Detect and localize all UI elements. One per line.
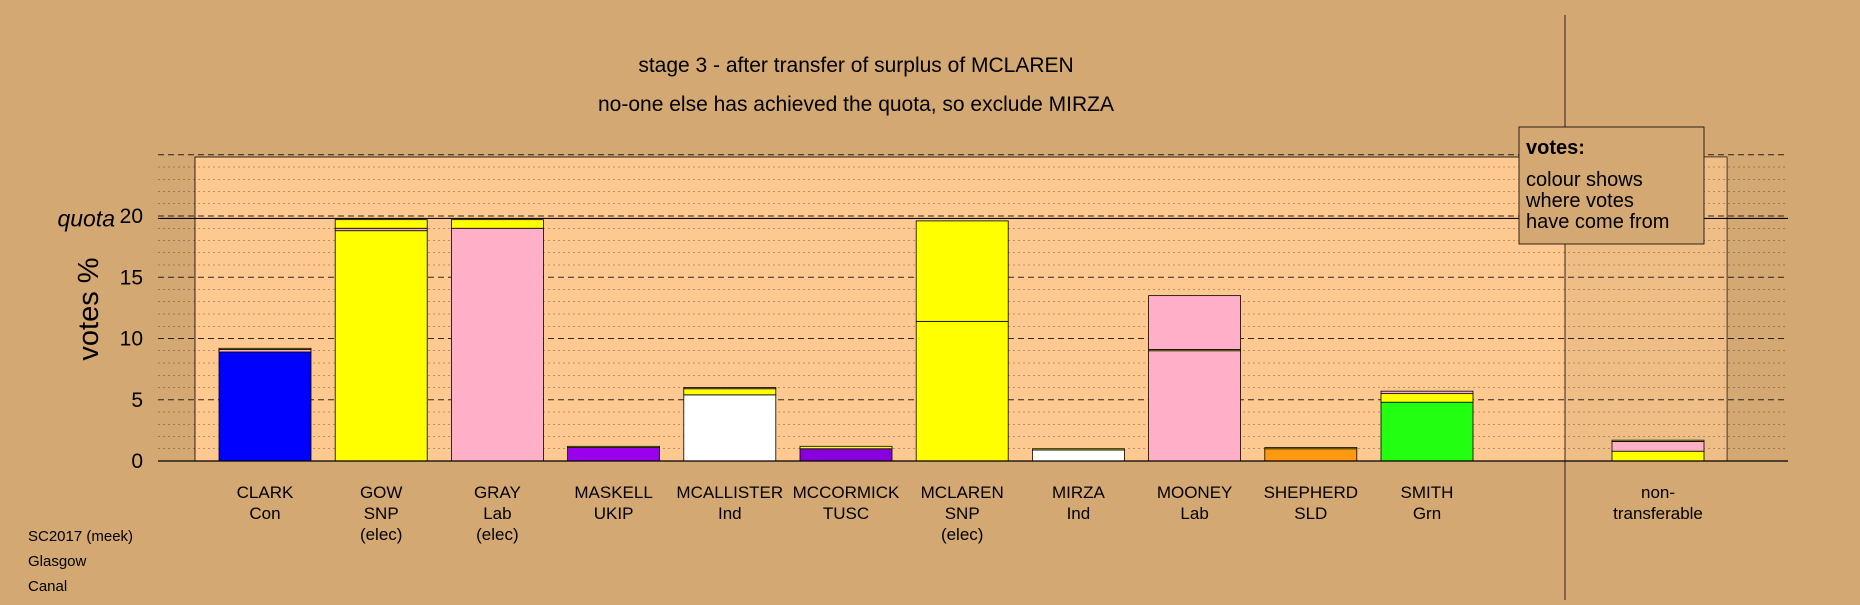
bar-mclaren-label-line-3: (elec) xyxy=(941,525,984,544)
bar-shepherd-label-line-2: SLD xyxy=(1294,504,1327,523)
bar-mccormick-segment-snp xyxy=(799,445,893,450)
bar-maskell-segment-ukip xyxy=(567,447,660,462)
legend: votes: colour shows where votes have com… xyxy=(1518,126,1705,245)
legend-title: votes: xyxy=(1526,137,1585,159)
bar-shepherd-segment-snp xyxy=(1264,447,1358,450)
bar-shepherd-label-line-1: SHEPHERD xyxy=(1264,483,1358,502)
legend-line-3: have come from xyxy=(1526,211,1669,233)
bar-clark-segment-snp xyxy=(218,347,312,350)
bar-nontransferable-label-line-1: non- xyxy=(1641,483,1675,502)
bar-mccormick-label-line-1: MCCORMICK xyxy=(793,483,900,502)
bar-mooney-segment-lab xyxy=(1148,350,1241,462)
bar-mirza-segment-snp xyxy=(1032,448,1125,451)
bar-smith-segment-grn xyxy=(1380,401,1474,462)
footer-city: Glasgow xyxy=(28,553,87,570)
bar-gow-label-line-2: SNP xyxy=(364,504,399,523)
footer-election: SC2017 (meek) xyxy=(28,528,133,545)
bar-clark-label-line-1: CLARK xyxy=(237,483,294,502)
quota-label: quota xyxy=(57,205,115,231)
bar-mooney-label-line-1: MOONEY xyxy=(1157,483,1233,502)
bar-mirza-segment-ind xyxy=(1032,449,1125,462)
bar-mclaren-label-line-2: SNP xyxy=(945,504,980,523)
bar-nontransferable-segment-lab xyxy=(1611,440,1705,452)
y-tick-label: 10 xyxy=(120,328,143,351)
bar-shepherd-segment-sld xyxy=(1264,448,1358,462)
bar-gray-segment-snp xyxy=(450,219,544,229)
bar-mcallister-label-line-2: Ind xyxy=(718,504,742,523)
bar-mcallister-segment-lab xyxy=(683,387,777,390)
chart-title: stage 3 - after transfer of surplus of M… xyxy=(638,54,1073,77)
bar-mooney-label-line-2: Lab xyxy=(1180,504,1208,523)
bar-smith-segment-lab xyxy=(1380,390,1474,395)
bar-gow-segment-snp xyxy=(334,230,428,462)
legend-box xyxy=(1518,126,1705,245)
bar-maskell-label-line-2: UKIP xyxy=(594,504,634,523)
bar-mirza-label-line-2: Ind xyxy=(1067,504,1091,523)
bar-gray-label-line-2: Lab xyxy=(483,504,511,523)
bar-nontransferable-label-line-2: transferable xyxy=(1613,504,1703,523)
bar-mcallister-segment-ind xyxy=(683,394,777,462)
bar-mirza-label-line-1: MIRZA xyxy=(1052,483,1106,502)
bar-gow-label-line-3: (elec) xyxy=(360,525,403,544)
y-axis-ticks: 0 5 10 15 20 xyxy=(120,205,143,473)
y-tick-label: 0 xyxy=(131,450,143,473)
bar-mccormick-label-line-2: TUSC xyxy=(823,504,869,523)
bar-clark-segment-con xyxy=(218,351,312,462)
bar-gow-label-line-1: GOW xyxy=(360,483,403,502)
bar-smith-label-line-1: SMITH xyxy=(1401,483,1454,502)
bar-mooney-segment-lab xyxy=(1148,295,1241,350)
y-axis-label: votes % xyxy=(73,257,105,360)
bar-nontransferable-segment-snp xyxy=(1611,450,1705,462)
y-tick-label: 20 xyxy=(120,205,143,228)
bar-mclaren-segment-snp xyxy=(915,220,1009,322)
y-tick-label: 15 xyxy=(120,266,143,289)
footer-ward: Canal xyxy=(28,578,67,595)
bar-mclaren-segment-snp xyxy=(915,320,1009,462)
bar-clark-label-line-2: Con xyxy=(249,504,280,523)
candidate-labels: CLARK Con GOW SNP (elec) GRAY Lab (elec) MASKELL… xyxy=(237,483,1703,544)
chart-subtitle: no-one else has achieved the quota, so e… xyxy=(598,93,1114,116)
legend-line-2: where votes xyxy=(1525,190,1634,212)
bar-gray-label-line-1: GRAY xyxy=(474,483,521,502)
bar-maskell-label-line-1: MASKELL xyxy=(574,483,652,502)
bar-smith-segment-snp xyxy=(1380,393,1474,403)
bar-mcallister-label-line-1: MCALLISTER xyxy=(676,483,783,502)
y-tick-label: 5 xyxy=(131,389,143,412)
bar-gray-label-line-3: (elec) xyxy=(476,525,519,544)
bars xyxy=(218,219,1705,462)
legend-line-1: colour shows xyxy=(1526,169,1643,191)
bar-mccormick-segment-tusc xyxy=(799,448,893,462)
bar-gray-segment-lab xyxy=(450,227,544,462)
bar-mcallister-segment-snp xyxy=(683,388,777,396)
bar-mclaren-label-line-1: MCLAREN xyxy=(921,483,1004,502)
bar-gow-segment-snp xyxy=(334,219,428,229)
bar-nontransferable-segment-snp xyxy=(1611,439,1705,442)
bar-smith-label-line-2: Grn xyxy=(1413,504,1441,523)
bar-maskell-segment-snp xyxy=(567,445,660,448)
